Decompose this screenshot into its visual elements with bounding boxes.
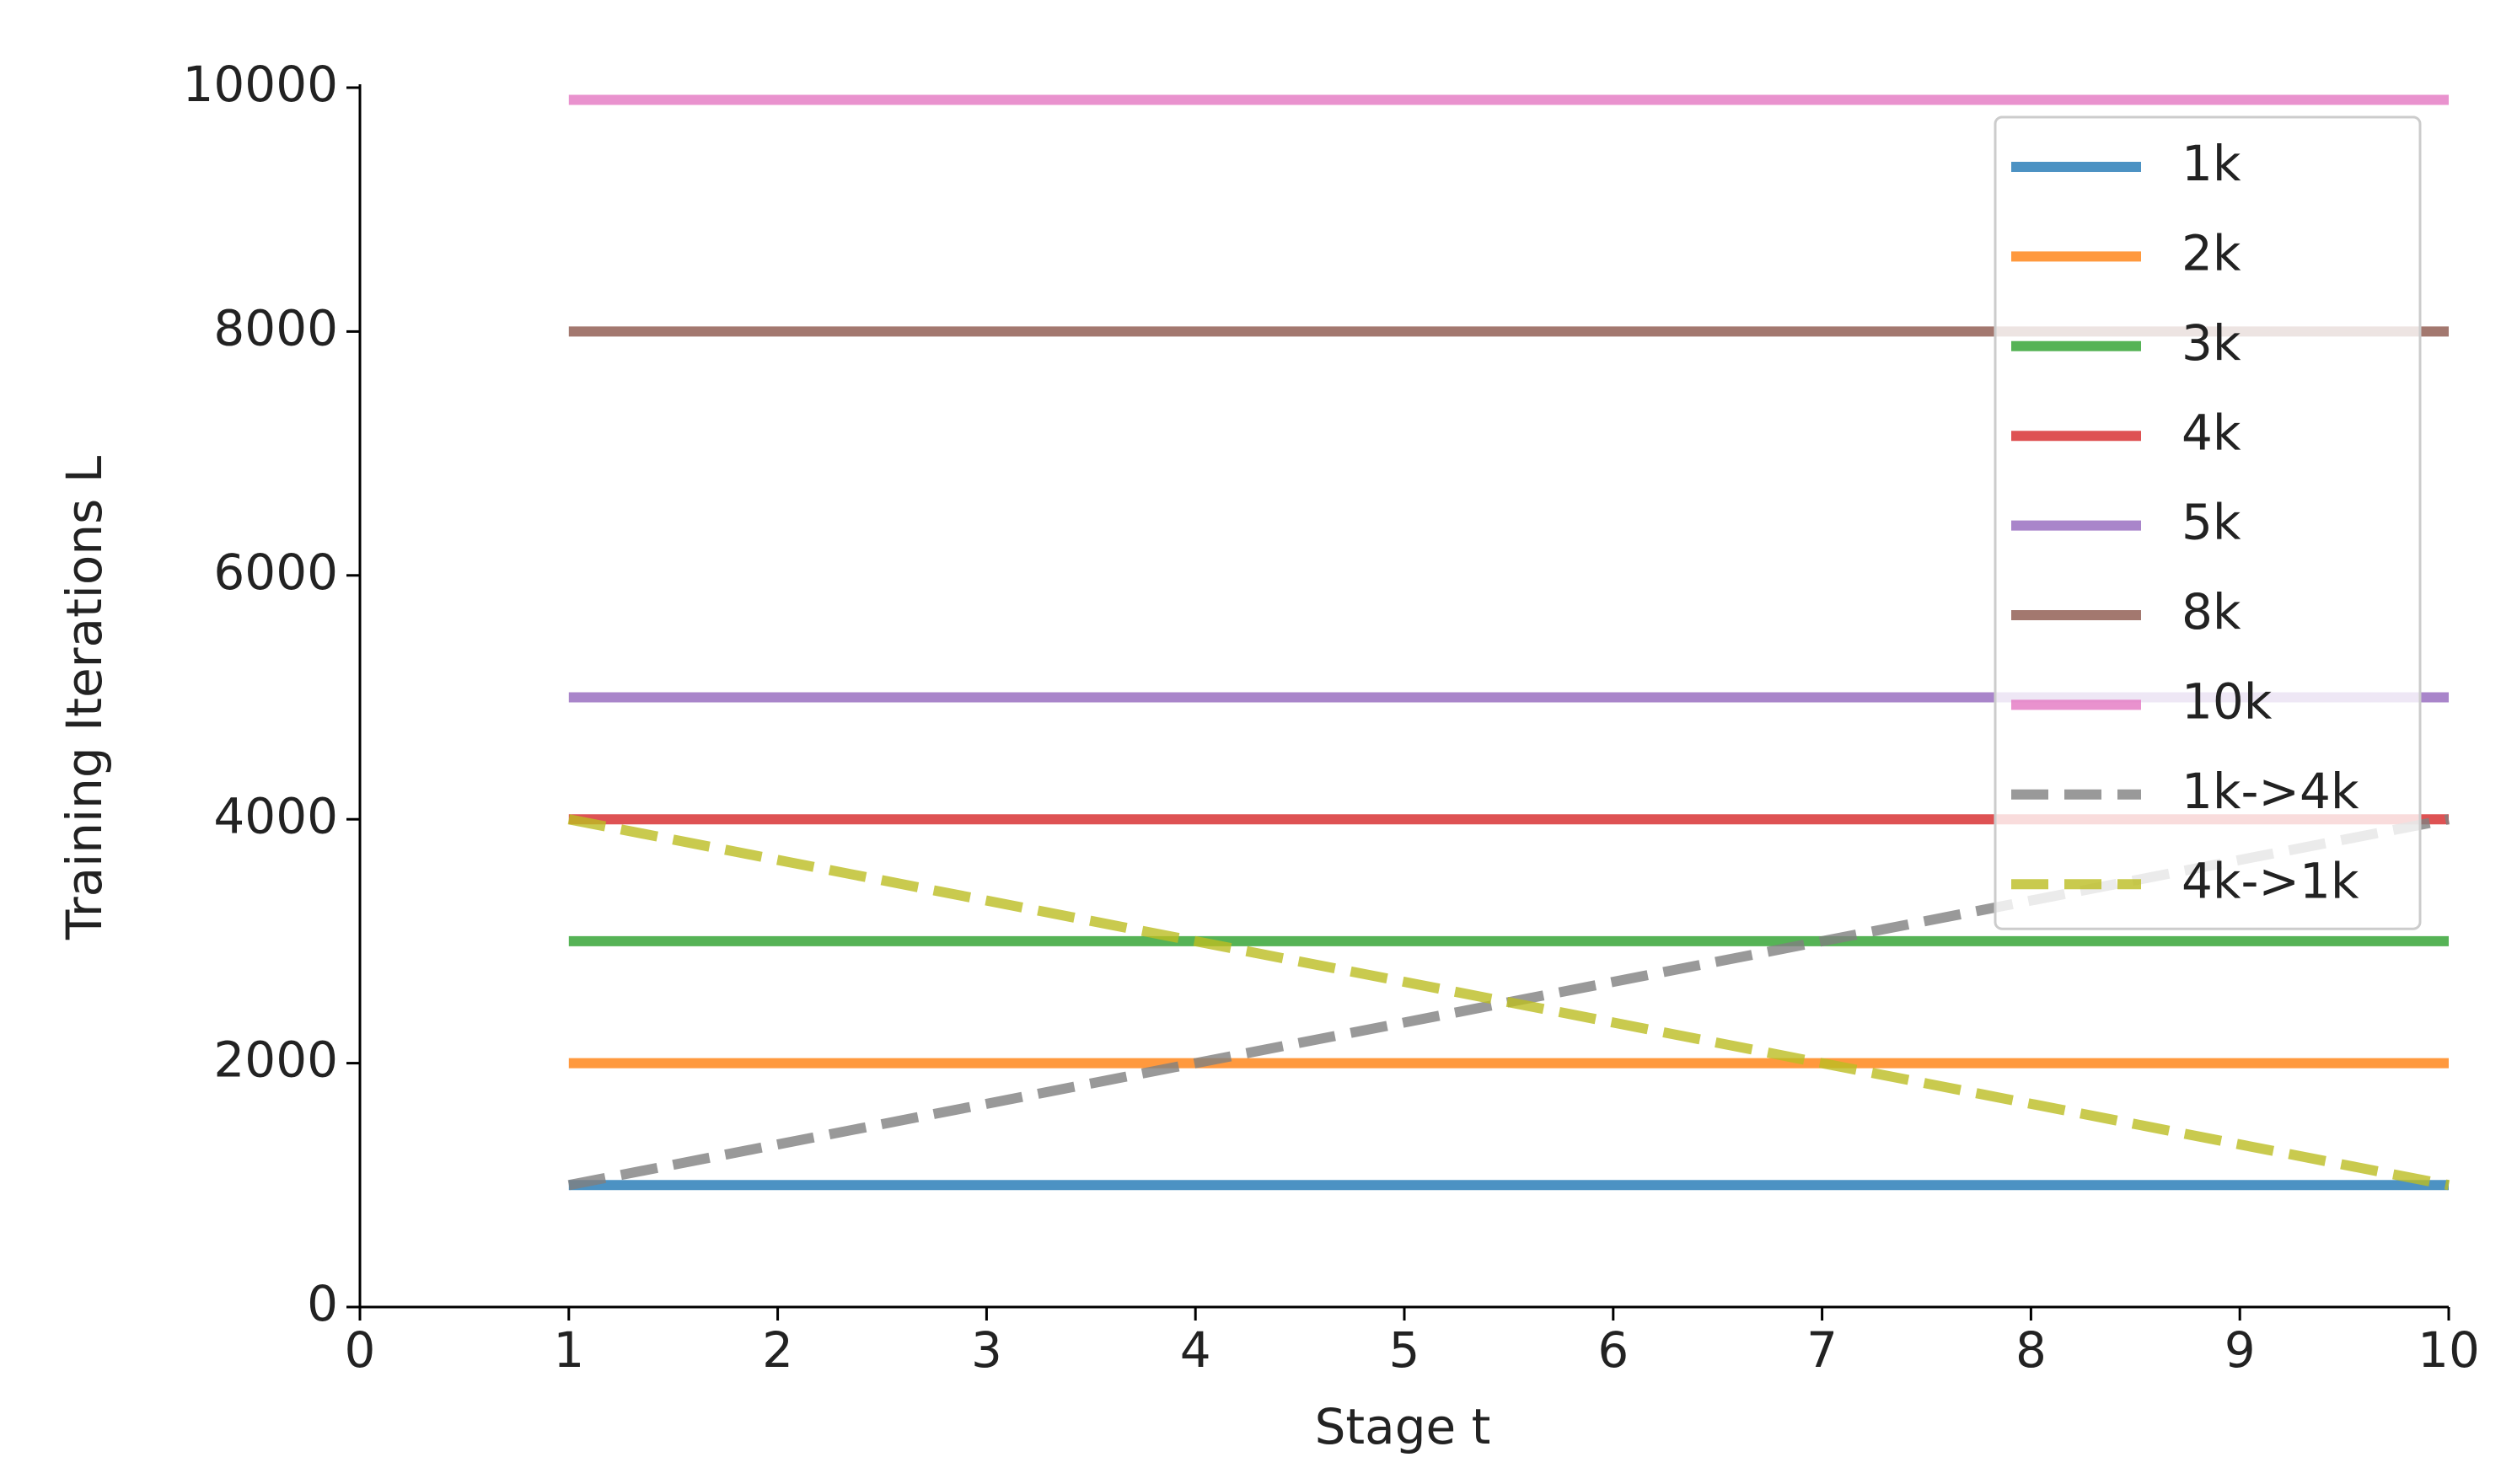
series-line: [567, 814, 2450, 1191]
y-tick-label: 10000: [182, 56, 338, 113]
legend-box: [1994, 115, 2422, 930]
x-tick-label: 9: [2225, 1321, 2256, 1379]
legend-label: 2k: [2182, 225, 2241, 282]
y-tick-label: 0: [307, 1275, 338, 1332]
x-tick-label: 3: [971, 1321, 1002, 1379]
legend-label: 1k->4k: [2182, 763, 2359, 820]
legend-label: 4k: [2182, 404, 2241, 461]
x-tick-label: 10: [2418, 1321, 2480, 1379]
legend-label: 5k: [2182, 494, 2241, 551]
x-axis-label: Stage t: [1315, 1398, 1491, 1455]
y-tick-label: 4000: [213, 787, 338, 844]
x-tick-label: 0: [345, 1321, 376, 1379]
x-tick-label: 4: [1180, 1321, 1211, 1379]
y-tick-label: 6000: [213, 544, 338, 601]
x-tick-label: 5: [1389, 1321, 1420, 1379]
legend-label: 8k: [2182, 583, 2241, 640]
x-tick-label: 8: [2015, 1321, 2047, 1379]
legend: 1k 2k 3k 4k 5k 8k 10k 1k->4k 4k->1k: [1994, 115, 2422, 930]
y-tick-label: 8000: [213, 300, 338, 357]
x-tick-label: 6: [1597, 1321, 1629, 1379]
legend-label: 3k: [2182, 314, 2241, 372]
legend-label: 1k: [2182, 135, 2241, 192]
legend-label: 10k: [2182, 673, 2273, 731]
x-tick-label: 2: [762, 1321, 793, 1379]
y-tick-label: 2000: [213, 1031, 338, 1089]
x-tick-label: 7: [1806, 1321, 1838, 1379]
legend-label: 4k->1k: [2182, 852, 2359, 909]
x-tick-label: 1: [553, 1321, 584, 1379]
y-axis-label: Training Iterations L: [56, 456, 113, 940]
